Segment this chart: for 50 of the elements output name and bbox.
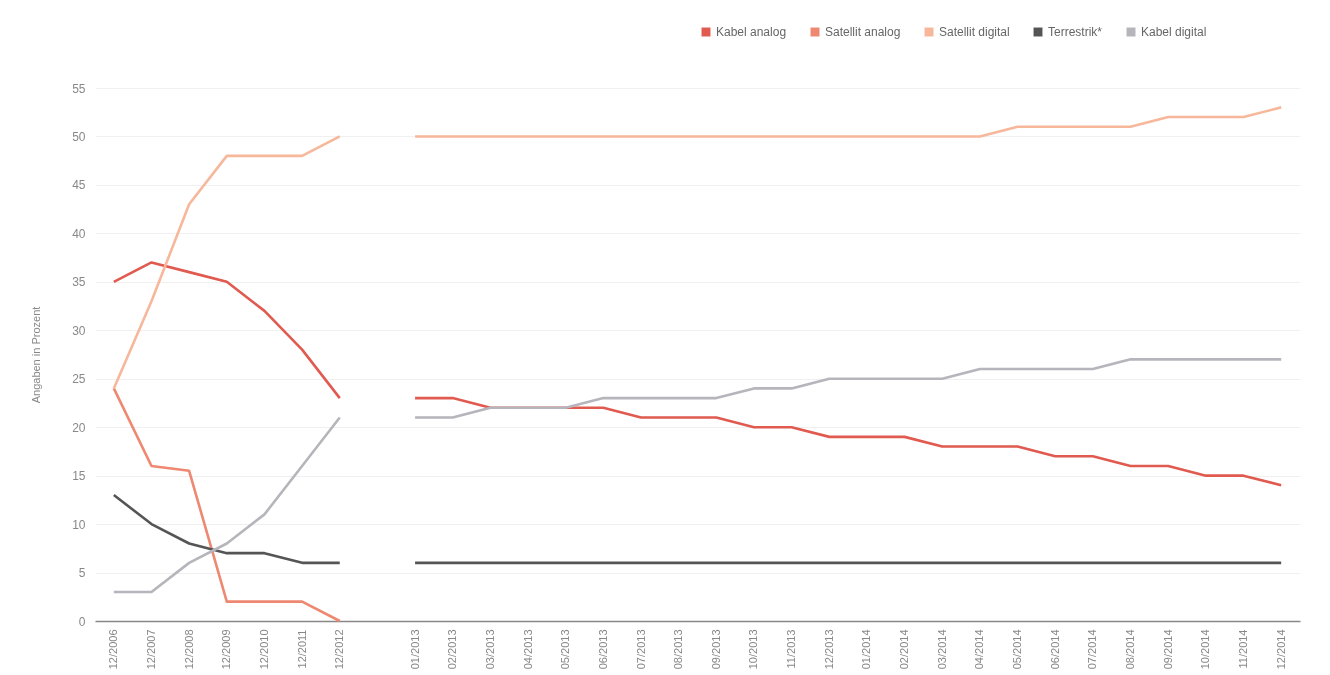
x-tick-label: 08/2014: [1124, 629, 1137, 670]
y-tick-label: 55: [72, 81, 86, 96]
x-tick-label: 02/2014: [898, 629, 911, 670]
x-tick-label: 11/2013: [785, 629, 798, 669]
x-tick-label: 10/2014: [1199, 629, 1212, 670]
x-tick-label: 09/2014: [1161, 629, 1174, 670]
x-tick-label: 12/2007: [144, 629, 157, 670]
x-tick-label: 05/2013: [559, 629, 572, 670]
x-tick-label: 06/2013: [596, 629, 609, 670]
x-tick-label: 12/2014: [1274, 629, 1287, 670]
y-tick-label: 35: [72, 275, 86, 290]
legend-label: Terrestrik*: [1048, 25, 1103, 39]
x-tick-label: 12/2008: [182, 629, 195, 670]
x-tick-label: 01/2014: [860, 629, 873, 670]
x-tick-label: 04/2013: [521, 629, 534, 670]
x-tick-label: 12/2012: [333, 629, 346, 670]
x-tick-label: 02/2013: [446, 629, 459, 670]
y-tick-label: 0: [78, 614, 86, 629]
x-tick-label: 08/2013: [672, 629, 685, 670]
y-tick-label: 50: [72, 129, 86, 144]
legend-label: Kabel analog: [716, 25, 787, 39]
x-tick-label: 12/2009: [220, 629, 233, 670]
x-tick-label: 12/2010: [257, 629, 270, 670]
x-tick-label: 09/2013: [709, 629, 722, 670]
y-tick-label: 20: [72, 420, 86, 435]
legend-label: Kabel digital: [1141, 25, 1207, 39]
line-series: [112, 387, 342, 623]
x-tick-label: 07/2013: [634, 629, 647, 670]
x-tick-label: 12/2006: [107, 629, 120, 670]
x-tick-label: 06/2014: [1048, 629, 1061, 670]
y-tick-label: 40: [72, 226, 86, 241]
y-tick-label: 30: [72, 323, 86, 338]
x-tick-label: 11/2014: [1237, 629, 1250, 669]
x-tick-label: 07/2014: [1086, 629, 1099, 670]
x-tick-label: 01/2013: [408, 629, 421, 670]
x-tick-label: 03/2014: [935, 629, 948, 670]
x-tick-label: 05/2014: [1011, 629, 1024, 670]
x-tick-label: 04/2014: [973, 629, 986, 670]
y-tick-label: 25: [72, 372, 86, 387]
legend-label: Satellit analog: [825, 25, 901, 39]
y-tick-label: 45: [72, 178, 86, 193]
y-tick-label: 15: [72, 469, 86, 484]
legend-label: Satellit digital: [939, 25, 1010, 39]
x-tick-label: 03/2013: [483, 629, 496, 670]
x-tick-label: 10/2013: [747, 629, 760, 670]
x-tick-label: 12/2011: [295, 629, 308, 669]
y-axis-title: Angaben in Prozent: [30, 306, 43, 404]
x-tick-label: 12/2013: [822, 629, 835, 670]
y-tick-label: 5: [78, 566, 86, 581]
y-tick-label: 10: [72, 517, 86, 532]
